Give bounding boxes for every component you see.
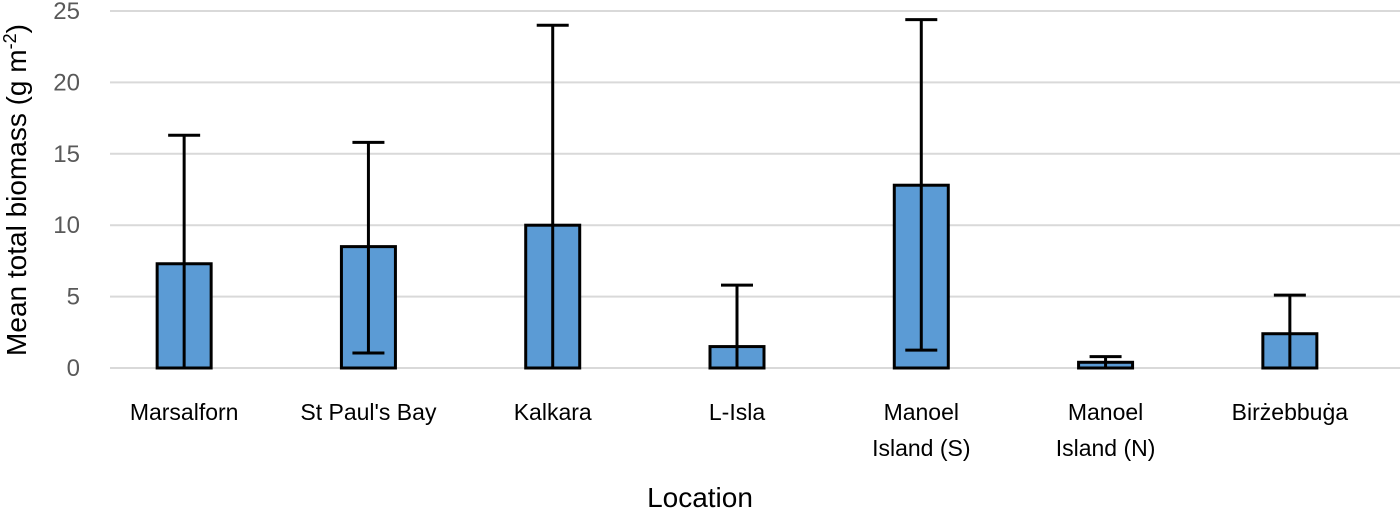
x-axis-categories: Marsalforn St Paul's Bay Kalkara L-Isla Mano…	[130, 399, 1348, 461]
y-tick-label: 25	[53, 0, 80, 25]
y-tick-label: 10	[53, 212, 80, 239]
x-category-label: Island (N)	[1056, 435, 1156, 461]
y-tick-label: 5	[67, 284, 80, 311]
gridlines	[110, 10, 1400, 369]
x-category-label: Birżebbuġa	[1232, 399, 1349, 425]
y-tick-label: 0	[67, 355, 80, 382]
error-bars	[168, 18, 1306, 368]
x-axis-title: Location	[647, 482, 753, 513]
x-category-label: Marsalforn	[130, 399, 239, 425]
y-axis-title: Mean total biomass (g m-2)	[0, 24, 32, 356]
y-tick-label: 15	[53, 141, 80, 168]
x-category-label: Kalkara	[514, 399, 592, 425]
x-category-label: L-Isla	[709, 399, 765, 425]
x-category-label: Manoel	[884, 399, 959, 425]
x-category-label: Manoel	[1068, 399, 1143, 425]
x-category-label: St Paul's Bay	[300, 399, 437, 425]
x-category-label: Island (S)	[872, 435, 970, 461]
y-axis-ticks: 0 5 10 15 20 25	[53, 0, 80, 382]
y-tick-label: 20	[53, 69, 80, 96]
